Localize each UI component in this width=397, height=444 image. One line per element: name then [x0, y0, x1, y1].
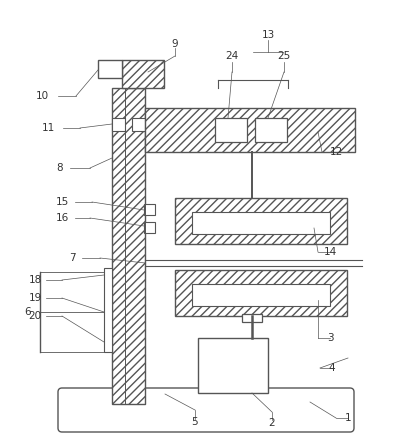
Bar: [98, 60, 122, 78]
Text: 24: 24: [225, 51, 239, 61]
Bar: [255, 118, 287, 142]
Bar: [112, 118, 125, 131]
Text: 2: 2: [269, 418, 275, 428]
Bar: [112, 88, 145, 404]
Bar: [145, 108, 355, 152]
Text: 13: 13: [261, 30, 275, 40]
FancyBboxPatch shape: [58, 388, 354, 432]
Text: 12: 12: [330, 147, 343, 157]
Text: 11: 11: [41, 123, 55, 133]
Bar: [104, 268, 112, 352]
Bar: [242, 314, 262, 322]
Text: 9: 9: [172, 39, 178, 49]
Text: 6: 6: [25, 307, 31, 317]
Text: 5: 5: [192, 417, 198, 427]
Text: 25: 25: [278, 51, 291, 61]
Text: 10: 10: [35, 91, 48, 101]
Bar: [175, 270, 347, 316]
Text: 7: 7: [69, 253, 75, 263]
Text: 16: 16: [55, 213, 69, 223]
Bar: [144, 204, 155, 215]
Bar: [132, 118, 145, 131]
Text: 1: 1: [345, 413, 351, 423]
Text: 18: 18: [28, 275, 42, 285]
Bar: [144, 222, 155, 233]
Bar: [175, 198, 347, 244]
Text: 8: 8: [57, 163, 63, 173]
Bar: [122, 60, 164, 88]
Bar: [198, 338, 268, 393]
Text: 19: 19: [28, 293, 42, 303]
Bar: [192, 284, 330, 306]
Text: 15: 15: [55, 197, 69, 207]
Text: 20: 20: [29, 311, 42, 321]
Bar: [215, 118, 247, 142]
Text: 3: 3: [327, 333, 333, 343]
Text: 4: 4: [329, 363, 335, 373]
Text: 14: 14: [324, 247, 337, 257]
Bar: [192, 212, 330, 234]
